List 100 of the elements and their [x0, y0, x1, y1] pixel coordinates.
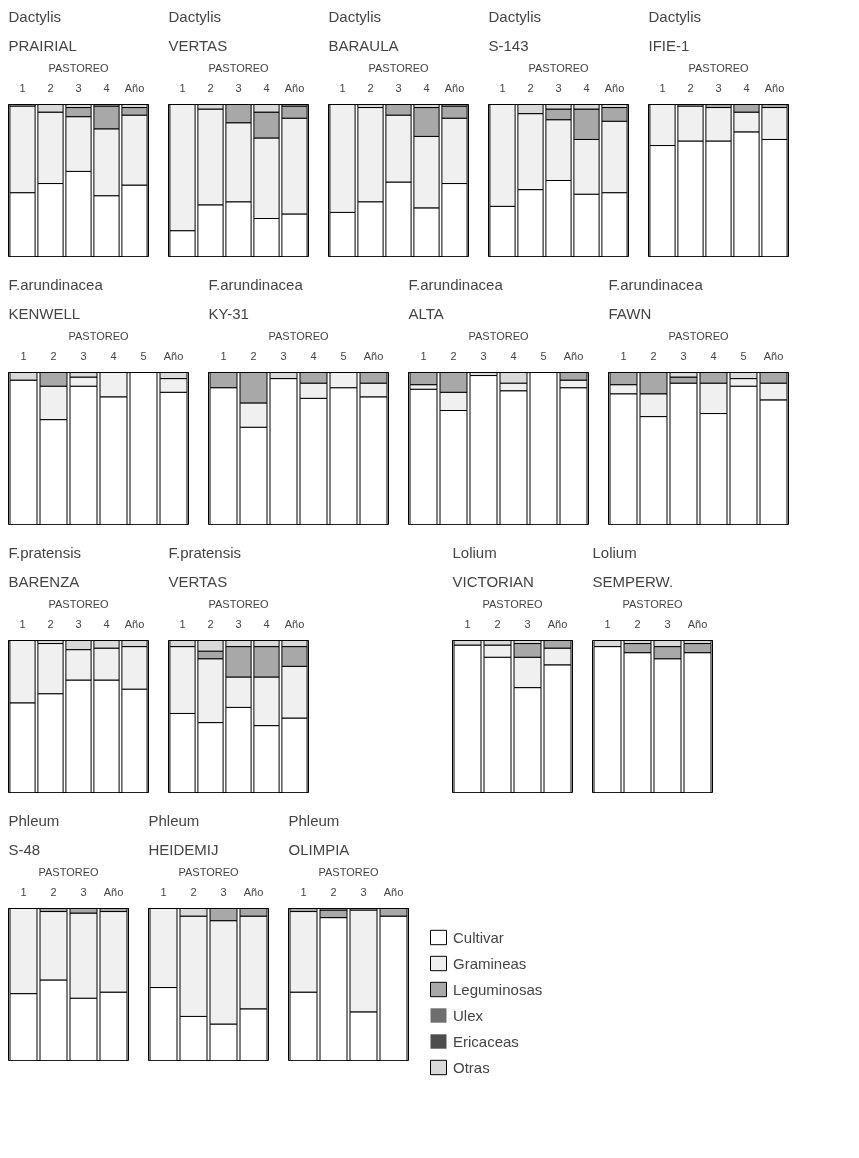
x-tick-label: 4: [263, 617, 270, 630]
x-tick-label: Año: [604, 81, 625, 94]
chart-subtitle: BARENZA: [8, 572, 80, 590]
x-tick-label: 3: [75, 617, 82, 630]
x-tick-label: 5: [740, 349, 747, 362]
chart-subtitle: PRAIRIAL: [8, 36, 77, 54]
x-tick-label: Año: [764, 81, 785, 94]
x-tick-label: 4: [583, 81, 590, 94]
x-tick-label: 2: [207, 617, 214, 630]
x-tick-label: 5: [140, 349, 147, 362]
chart-title: Phleum: [148, 811, 200, 829]
chart-title: Dactylis: [328, 7, 382, 25]
chart-title: Dactylis: [168, 7, 222, 25]
x-tick-label: 1: [179, 81, 186, 94]
x-tick-label: 4: [510, 349, 517, 362]
x-tick-label: 2: [527, 81, 534, 94]
x-tick-label: 1: [179, 617, 186, 630]
x-tick-label: Año: [383, 885, 404, 898]
x-tick-label: Año: [563, 349, 584, 362]
x-tick-label: Año: [547, 617, 568, 630]
chart-subtitle: IFIE-1: [648, 36, 690, 54]
x-axis-title: PASTOREO: [688, 61, 749, 74]
x-axis-title: PASTOREO: [528, 61, 589, 74]
x-tick-label: 4: [103, 617, 110, 630]
x-tick-label: 2: [50, 349, 57, 362]
x-tick-label: 1: [620, 349, 627, 362]
x-tick-label: 3: [680, 349, 687, 362]
x-axis-title: PASTOREO: [668, 329, 729, 342]
x-tick-label: Año: [763, 349, 784, 362]
chart-subtitle: KY-31: [208, 304, 249, 322]
chart-title: Dactylis: [8, 7, 62, 25]
x-tick-label: 1: [19, 81, 26, 94]
x-tick-label: 2: [207, 81, 214, 94]
x-axis-title: PASTOREO: [48, 597, 109, 610]
chart-title: F.pratensis: [168, 543, 242, 561]
x-tick-label: Año: [163, 349, 184, 362]
x-tick-label: 5: [340, 349, 347, 362]
x-tick-label: 1: [499, 81, 506, 94]
x-tick-label: Año: [363, 349, 384, 362]
x-tick-label: 2: [190, 885, 197, 898]
x-tick-label: 3: [395, 81, 402, 94]
x-tick-label: 3: [360, 885, 367, 898]
x-tick-label: 3: [235, 81, 242, 94]
x-axis-title: PASTOREO: [268, 329, 329, 342]
chart-subtitle: VERTAS: [168, 36, 228, 54]
x-axis-title: PASTOREO: [468, 329, 529, 342]
x-tick-label: 1: [464, 617, 471, 630]
x-tick-label: 3: [220, 885, 227, 898]
x-tick-label: 2: [50, 885, 57, 898]
x-tick-label: Año: [284, 617, 305, 630]
x-tick-label: 3: [480, 349, 487, 362]
chart-subtitle: ALTA: [408, 304, 444, 322]
legend-label: Ulex: [453, 1006, 484, 1024]
x-tick-label: 1: [420, 349, 427, 362]
chart-title: Dactylis: [648, 7, 702, 25]
x-axis-title: PASTOREO: [48, 61, 109, 74]
x-tick-label: 3: [280, 349, 287, 362]
x-tick-label: 2: [687, 81, 694, 94]
x-tick-label: 4: [423, 81, 430, 94]
x-tick-label: Año: [284, 81, 305, 94]
x-tick-label: 2: [47, 617, 54, 630]
x-axis-title: PASTOREO: [208, 597, 269, 610]
x-axis-title: PASTOREO: [208, 61, 269, 74]
x-tick-label: Año: [444, 81, 465, 94]
x-axis-title: PASTOREO: [622, 597, 683, 610]
x-tick-label: Año: [243, 885, 264, 898]
x-tick-label: 3: [80, 349, 87, 362]
x-tick-label: 2: [494, 617, 501, 630]
x-tick-label: 3: [715, 81, 722, 94]
x-axis-title: PASTOREO: [38, 865, 99, 878]
x-tick-label: 4: [310, 349, 317, 362]
x-tick-label: 5: [540, 349, 547, 362]
x-tick-label: 2: [450, 349, 457, 362]
legend-label: Otras: [453, 1058, 490, 1076]
x-tick-label: 2: [47, 81, 54, 94]
chart-subtitle: KENWELL: [8, 304, 81, 322]
chart-title: Phleum: [288, 811, 340, 829]
chart-title: F.arundinacea: [8, 275, 104, 293]
x-tick-label: 2: [650, 349, 657, 362]
chart-subtitle: BARAULA: [328, 36, 399, 54]
x-tick-label: Año: [687, 617, 708, 630]
chart-title: F.arundinacea: [608, 275, 704, 293]
x-tick-label: 1: [20, 885, 27, 898]
x-tick-label: 4: [263, 81, 270, 94]
x-tick-label: 2: [634, 617, 641, 630]
chart-subtitle: VICTORIAN: [452, 572, 534, 590]
x-axis-title: PASTOREO: [318, 865, 379, 878]
x-axis-title: PASTOREO: [482, 597, 543, 610]
x-tick-label: 1: [659, 81, 666, 94]
x-tick-label: 3: [75, 81, 82, 94]
x-tick-label: Año: [124, 81, 145, 94]
x-tick-label: 4: [103, 81, 110, 94]
x-tick-label: Año: [103, 885, 124, 898]
x-tick-label: 2: [367, 81, 374, 94]
chart-title: F.pratensis: [8, 543, 82, 561]
chart-title: Lolium: [452, 543, 497, 561]
legend-label: Leguminosas: [453, 980, 543, 998]
chart-subtitle: FAWN: [608, 304, 652, 322]
chart-title: Phleum: [8, 811, 60, 829]
x-tick-label: 1: [160, 885, 167, 898]
